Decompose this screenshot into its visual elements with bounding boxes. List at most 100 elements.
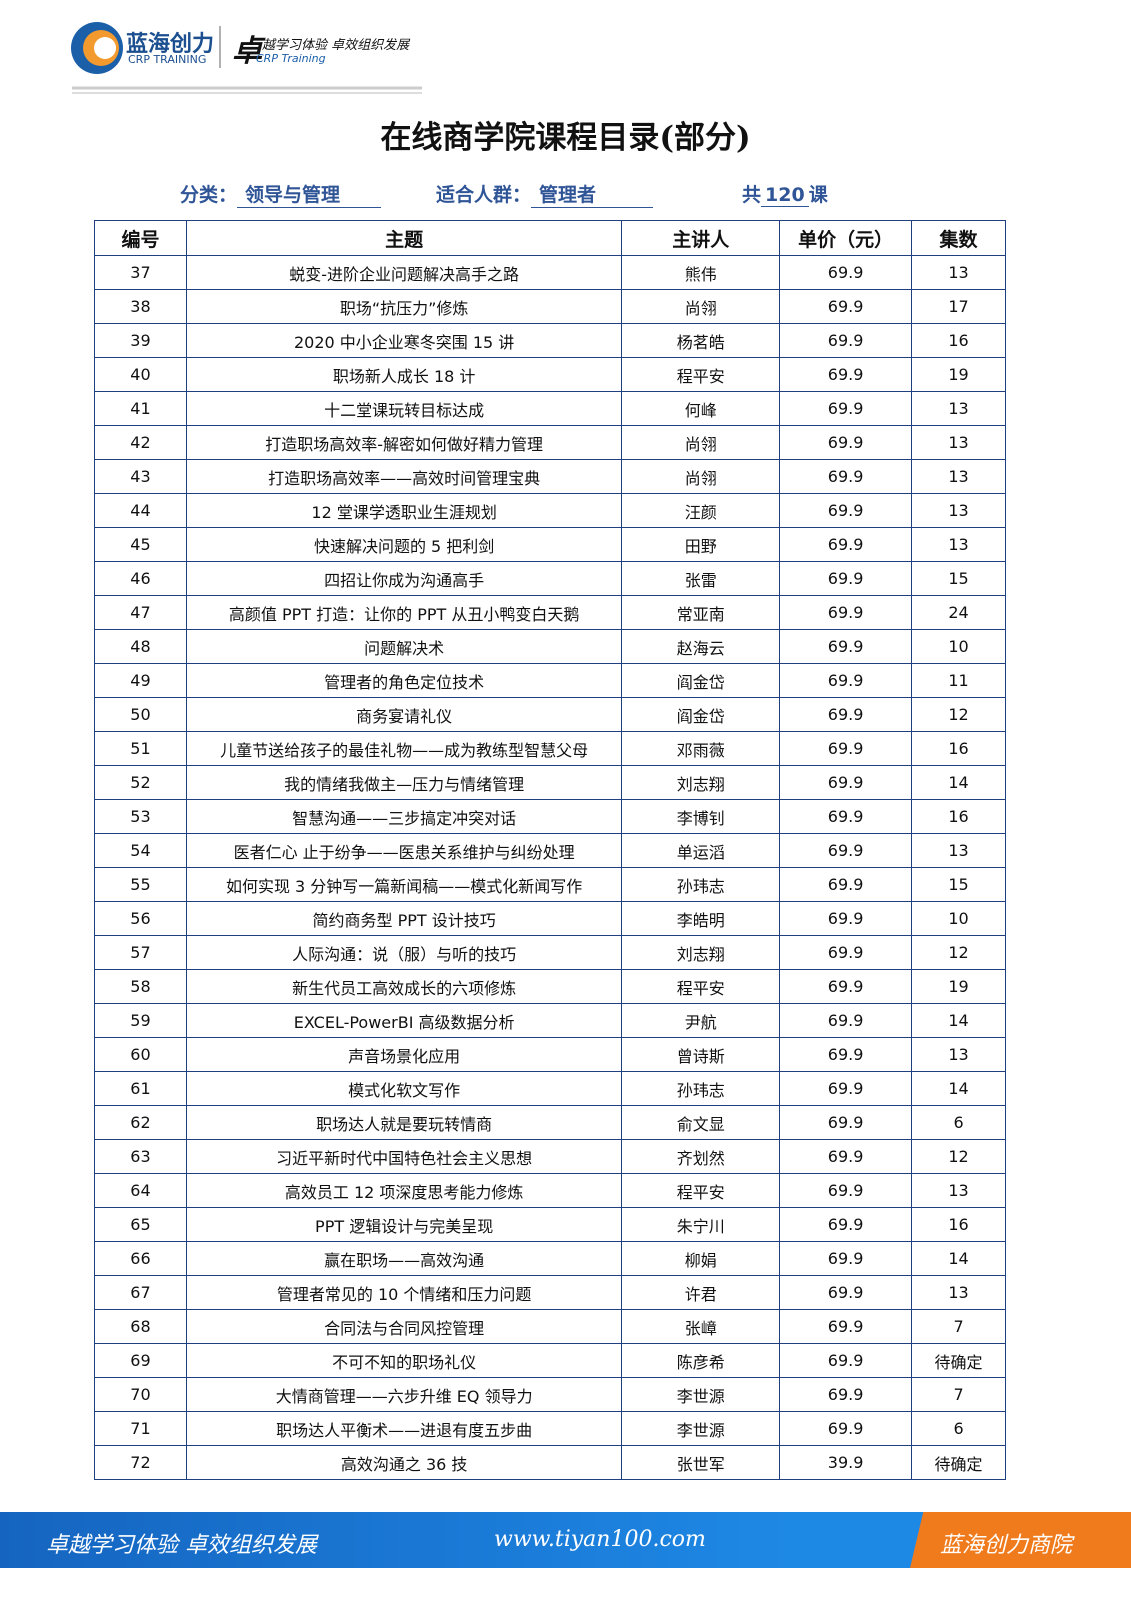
- table-cell: 60: [94, 1037, 187, 1072]
- table-cell: 10: [911, 629, 1006, 664]
- table-row: 40 职场新人成长 18 计程平安 69.9 19: [94, 357, 1006, 392]
- table-cell: 69.9: [779, 1377, 913, 1412]
- table-cell: 声音场景化应用: [185, 1037, 623, 1072]
- table-cell: 职场新人成长 18 计: [185, 357, 623, 392]
- table-cell: 24: [911, 595, 1006, 630]
- table-cell: 朱宁川: [621, 1207, 781, 1242]
- table-cell: 69.9: [779, 391, 913, 426]
- table-cell: 大情商管理——六步升维 EQ 领导力: [185, 1377, 623, 1412]
- table-cell: 汪颜: [621, 493, 781, 528]
- table-cell: 69.9: [779, 1343, 913, 1378]
- table-cell: 50: [94, 697, 187, 732]
- table-cell: 尚翎: [621, 425, 781, 460]
- table-row: 43 打造职场高效率——高效时间管理宝典 尚翎 69.9 13: [94, 459, 1006, 494]
- table-cell: 许君: [621, 1275, 781, 1310]
- brand: 蓝海创力: [126, 32, 215, 57]
- table-cell: 新生代员工高效成长的六项修炼: [185, 969, 623, 1004]
- table-cell: 李世源: [621, 1411, 781, 1446]
- column-header: 主讲人: [621, 220, 781, 256]
- logo: [71, 22, 422, 94]
- table-row: 72 高效沟通之 36 技张世军 39.9 待确定: [94, 1445, 1006, 1480]
- table-cell: 智慧沟通——三步搞定冲突对话: [185, 799, 623, 834]
- table-cell: 15: [911, 867, 1006, 902]
- table-cell: 曾诗斯: [621, 1037, 781, 1072]
- table-cell: 高效沟通之 36 技: [185, 1445, 623, 1480]
- table-row: 57 人际沟通：说（服）与听的技巧 刘志翔 69.9 12: [94, 935, 1006, 970]
- table-cell: 37: [94, 255, 187, 290]
- column-header: 集数: [911, 220, 1006, 256]
- value: 管理者: [531, 180, 654, 208]
- table-cell: 我的情绪我做主—压力与情绪管理: [185, 765, 623, 800]
- table-cell: 11: [911, 663, 1006, 698]
- header-row: 编号 主题 主讲人 单价（元） 集数: [94, 220, 1006, 256]
- table-cell: 职场达人平衡术——进退有度五步曲: [185, 1411, 623, 1446]
- table-cell: PPT 逻辑设计与完美呈现: [185, 1207, 623, 1242]
- table-cell: 6: [911, 1105, 1006, 1140]
- table-cell: 刘志翔: [621, 935, 781, 970]
- table-cell: 57: [94, 935, 187, 970]
- table-row: 44 12 堂课学透职业生涯规划 汪颜 69.9 13: [94, 493, 1006, 528]
- table-cell: 蜕变-进阶企业问题解决高手之路: [185, 255, 623, 290]
- brand-en: CRP TRAINING: [128, 53, 207, 66]
- table-cell: 孙玮志: [621, 1071, 781, 1106]
- table-cell: 69.9: [779, 867, 913, 902]
- table-cell: 14: [911, 1003, 1006, 1038]
- table-cell: 习近平新时代中国特色社会主义思想: [185, 1139, 623, 1174]
- table-cell: 打造职场高效率——高效时间管理宝典: [185, 459, 623, 494]
- table-cell: 69: [94, 1343, 187, 1378]
- table-cell: EXCEL-PowerBI 高级数据分析: [185, 1003, 623, 1038]
- table-cell: 38: [94, 289, 187, 324]
- table-cell: 职场“抗压力”修炼: [185, 289, 623, 324]
- table-cell: 39.9: [779, 1445, 913, 1480]
- table-cell: 柳娟: [621, 1241, 781, 1276]
- table-cell: 59: [94, 1003, 187, 1038]
- table-cell: 刘志翔: [621, 765, 781, 800]
- table-cell: 尹航: [621, 1003, 781, 1038]
- column-header: 编号: [94, 220, 187, 256]
- table-row: 53 智慧沟通——三步搞定冲突对话 李博钊 69.9 16: [94, 799, 1006, 834]
- table-cell: 71: [94, 1411, 187, 1446]
- table-cell: 简约商务型 PPT 设计技巧: [185, 901, 623, 936]
- table-cell: 6: [911, 1411, 1006, 1446]
- table-cell: 64: [94, 1173, 187, 1208]
- table-row: 45 快速解决问题的 5 把利剑 田野 69.9 13: [94, 527, 1006, 562]
- table-cell: 56: [94, 901, 187, 936]
- table-row: 62 职场达人就是要玩转情商 俞文显 69.9 6: [94, 1105, 1006, 1140]
- footer-url: www.tiyan100.com: [494, 1527, 706, 1552]
- table-cell: 2020 中小企业寒冬突围 15 讲: [185, 323, 623, 358]
- table-row: 41 十二堂课玩转目标达成 何峰 69.9 13: [94, 391, 1006, 426]
- table-row: 63 习近平新时代中国特色社会主义思想 齐划然 69.9 12: [94, 1139, 1006, 1174]
- table-cell: 69.9: [779, 493, 913, 528]
- table-cell: 13: [911, 1275, 1006, 1310]
- table-cell: 44: [94, 493, 187, 528]
- table-cell: 尚翎: [621, 459, 781, 494]
- table-cell: 孙玮志: [621, 867, 781, 902]
- table-cell: 69.9: [779, 901, 913, 936]
- table-cell: 69.9: [779, 459, 913, 494]
- table-cell: 7: [911, 1377, 1006, 1412]
- table-cell: 14: [911, 765, 1006, 800]
- table-cell: 69.9: [779, 289, 913, 324]
- table-cell: 14: [911, 1071, 1006, 1106]
- table-cell: 程平安: [621, 357, 781, 392]
- table-cell: 72: [94, 1445, 187, 1480]
- table-row: 58 新生代员工高效成长的六项修炼 程平安 69.9 19: [94, 969, 1006, 1004]
- table-row: 65 PPT 逻辑设计与完美呈现 朱宁川 69.9 16: [94, 1207, 1006, 1242]
- table-cell: 何峰: [621, 391, 781, 426]
- table-row: 55 如何实现 3 分钟写一篇新闻稿——模式化新闻写作 孙玮志 69.9 15: [94, 867, 1006, 902]
- table-cell: 陈彦希: [621, 1343, 781, 1378]
- table-cell: 69.9: [779, 765, 913, 800]
- table-cell: 医者仁心 止于纷争——医患关系维护与纠纷处理: [185, 833, 623, 868]
- table-cell: 13: [911, 459, 1006, 494]
- table-cell: 阎金岱: [621, 697, 781, 732]
- table-cell: 69.9: [779, 1139, 913, 1174]
- table-cell: 待确定: [911, 1343, 1006, 1378]
- table-cell: 65: [94, 1207, 187, 1242]
- table-cell: 69.9: [779, 1003, 913, 1038]
- column-header: 主题: [185, 220, 623, 256]
- table-cell: 53: [94, 799, 187, 834]
- table-cell: 高颜值 PPT 打造：让你的 PPT 从丑小鸭变白天鹅: [185, 595, 623, 630]
- table-cell: 15: [911, 561, 1006, 596]
- table-cell: 杨茗皓: [621, 323, 781, 358]
- table-cell: 69.9: [779, 663, 913, 698]
